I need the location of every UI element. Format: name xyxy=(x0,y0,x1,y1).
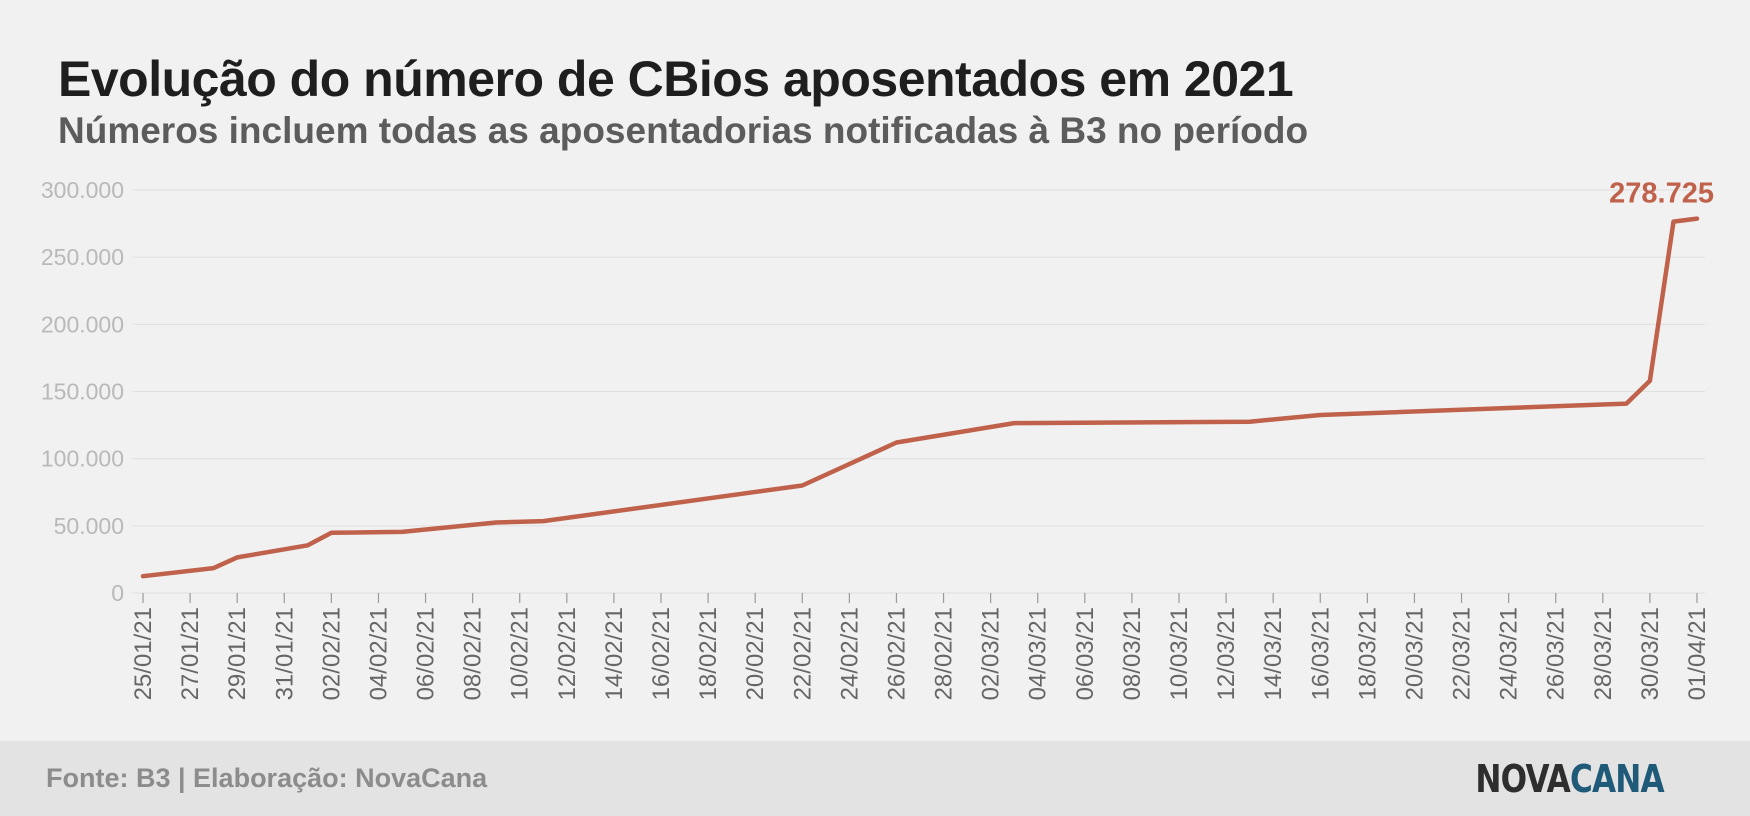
x-tick-label: 24/02/21 xyxy=(836,607,863,700)
x-tick-label: 28/03/21 xyxy=(1590,607,1617,700)
x-tick-label: 16/03/21 xyxy=(1307,607,1334,700)
x-tick-label: 06/02/21 xyxy=(413,607,440,700)
x-tick-label: 01/04/21 xyxy=(1684,607,1711,700)
x-tick-label: 02/03/21 xyxy=(978,607,1005,700)
x-tick-label: 14/02/21 xyxy=(601,607,628,700)
x-tick-label: 04/03/21 xyxy=(1025,607,1052,700)
x-tick-label: 12/02/21 xyxy=(554,607,581,700)
x-tick-label: 26/02/21 xyxy=(883,607,910,700)
y-tick-label: 250.000 xyxy=(41,244,124,270)
novacana-logo: NOVACANA xyxy=(1475,757,1665,801)
x-tick-label: 25/01/21 xyxy=(130,607,157,700)
logo-part-nova: NOVA xyxy=(1475,757,1571,801)
peak-value-label: 278.725 xyxy=(1609,178,1714,210)
x-tick-label: 28/02/21 xyxy=(931,607,958,700)
x-tick-label: 22/02/21 xyxy=(789,607,816,700)
x-axis-ticks: 25/01/21 27/01/21 29/01/21 31/01/21 02/02/21… xyxy=(130,593,1711,700)
x-tick-label: 08/02/21 xyxy=(460,607,487,700)
x-tick-label: 30/03/21 xyxy=(1637,607,1664,700)
y-tick-label: 0 xyxy=(111,580,124,606)
x-tick-label: 04/02/21 xyxy=(365,607,392,700)
x-tick-label: 31/01/21 xyxy=(271,607,298,700)
x-tick-label: 18/02/21 xyxy=(695,607,722,700)
y-tick-label: 200.000 xyxy=(41,311,124,337)
series-line xyxy=(140,216,1700,579)
x-tick-label: 14/03/21 xyxy=(1260,607,1287,700)
x-tick-label: 06/03/21 xyxy=(1072,607,1099,700)
y-tick-label: 50.000 xyxy=(54,513,124,539)
x-tick-label: 29/01/21 xyxy=(224,607,251,700)
x-tick-label: 24/03/21 xyxy=(1496,607,1523,700)
y-tick-label: 150.000 xyxy=(41,379,124,405)
x-tick-label: 26/03/21 xyxy=(1543,607,1570,700)
source-credit: Fonte: B3 | Elaboração: NovaCana xyxy=(46,763,488,793)
y-tick-label: 100.000 xyxy=(41,446,124,472)
x-tick-label: 10/03/21 xyxy=(1166,607,1193,700)
x-tick-label: 20/02/21 xyxy=(742,607,769,700)
y-tick-label: 300.000 xyxy=(41,177,124,203)
chart-title: Evolução do número de CBios aposentados … xyxy=(58,51,1294,107)
x-tick-label: 18/03/21 xyxy=(1354,607,1381,700)
annotations: 278.725 xyxy=(1609,178,1714,210)
series-layer xyxy=(140,216,1700,579)
footer: Fonte: B3 | Elaboração: NovaCana NOVACAN… xyxy=(0,741,1750,816)
x-tick-label: 16/02/21 xyxy=(648,607,675,700)
x-tick-label: 02/02/21 xyxy=(318,607,345,700)
x-tick-label: 08/03/21 xyxy=(1119,607,1146,700)
gridlines xyxy=(132,189,1705,594)
x-tick-label: 27/01/21 xyxy=(177,607,204,700)
x-tick-label: 10/02/21 xyxy=(507,607,534,700)
x-tick-label: 22/03/21 xyxy=(1449,607,1476,700)
logo-part-cana: CANA xyxy=(1570,757,1665,801)
y-axis-ticks: 0 50.000 100.000 150.000 200.000 250.000 300.0… xyxy=(41,177,124,606)
x-tick-label: 20/03/21 xyxy=(1401,607,1428,700)
x-tick-label: 12/03/21 xyxy=(1213,607,1240,700)
line-chart: 0 50.000 100.000 150.000 200.000 250.000 300.0… xyxy=(41,177,1714,700)
chart-subtitle: Números incluem todas as aposentadorias … xyxy=(58,110,1309,151)
